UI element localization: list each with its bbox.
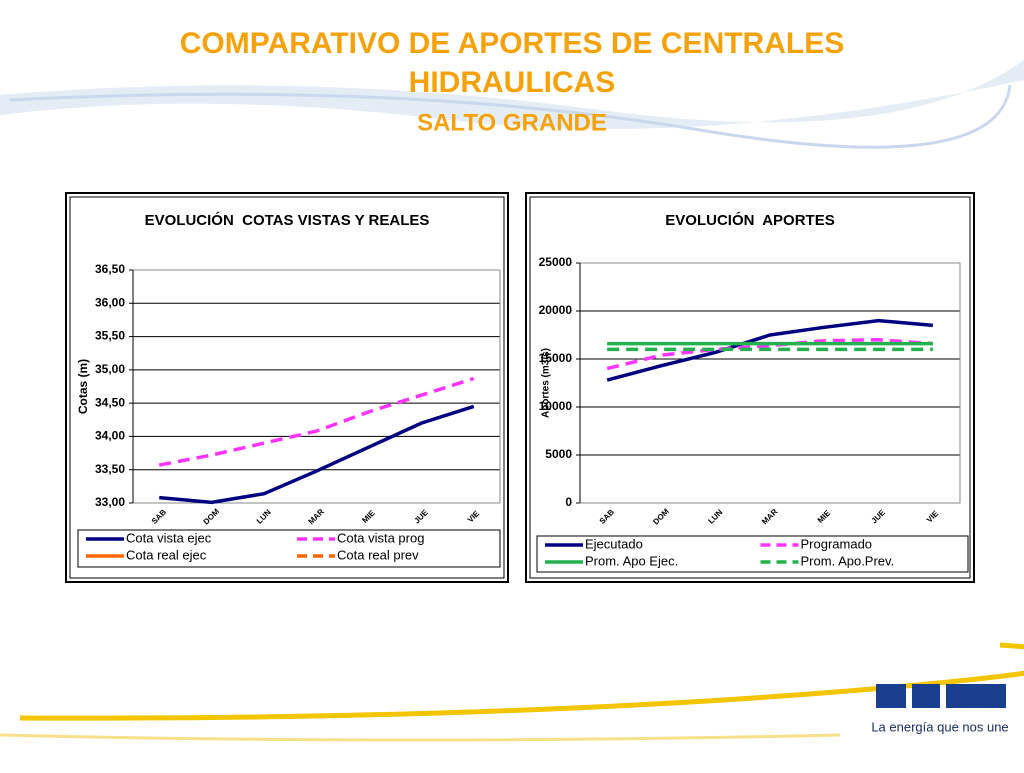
y-tick-label: 0 (565, 495, 572, 509)
y-tick-label: 35,50 (95, 329, 125, 343)
series-line (159, 404, 475, 505)
legend-label: Ejecutado (585, 536, 643, 551)
bottom-line (19, 642, 1024, 721)
chart-title: EVOLUCIÓN APORTES (665, 211, 834, 229)
y-axis-label: Aportes (m3/s) (541, 348, 552, 418)
swoosh-line (9, 84, 1012, 149)
y-tick-label: 34,50 (95, 395, 125, 409)
tagline: La energía que nos une (871, 719, 1008, 734)
legend-label: Cota vista prog (337, 530, 424, 545)
legend-label: Cota real ejec (126, 547, 207, 562)
legend-label: Prom. Apo.Prev. (801, 553, 895, 568)
panel (65, 192, 509, 583)
y-axis-label: Cotas (m) (76, 359, 90, 414)
y-tick-label: 35,00 (95, 362, 125, 376)
series-line (606, 338, 933, 371)
panel-inner (69, 196, 505, 579)
slide-subtitle: SALTO GRANDE (417, 109, 607, 136)
y-tick-label: 36,00 (95, 295, 125, 309)
legend (536, 535, 969, 573)
panel (525, 192, 975, 583)
y-tick-label: 34,00 (95, 429, 125, 443)
slide-title: COMPARATIVO DE APORTES DE CENTRALES HIDRA… (180, 27, 844, 99)
panel-inner (529, 196, 971, 579)
legend-label: Programado (801, 536, 873, 551)
legend (77, 529, 501, 568)
y-tick-label: 10000 (539, 399, 573, 413)
logo: La energía que nos une (871, 684, 1009, 734)
series-line (158, 376, 475, 467)
legend-label: Prom. Apo Ejec. (585, 553, 678, 568)
y-tick-label: 15000 (539, 351, 573, 365)
series-line (606, 318, 934, 382)
y-tick-label: 36,50 (95, 262, 125, 276)
y-tick-label: 33,00 (95, 495, 125, 509)
legend-label: Cota real prev (337, 547, 419, 562)
chart-title: EVOLUCIÓN COTAS VISTAS Y REALES (145, 211, 430, 229)
bottom-line (0, 733, 841, 742)
y-tick-label: 5000 (545, 447, 572, 461)
y-tick-label: 20000 (539, 303, 573, 317)
y-tick-label: 33,50 (95, 462, 125, 476)
legend-label: Cota vista ejec (126, 530, 212, 545)
y-tick-label: 25000 (539, 255, 573, 269)
